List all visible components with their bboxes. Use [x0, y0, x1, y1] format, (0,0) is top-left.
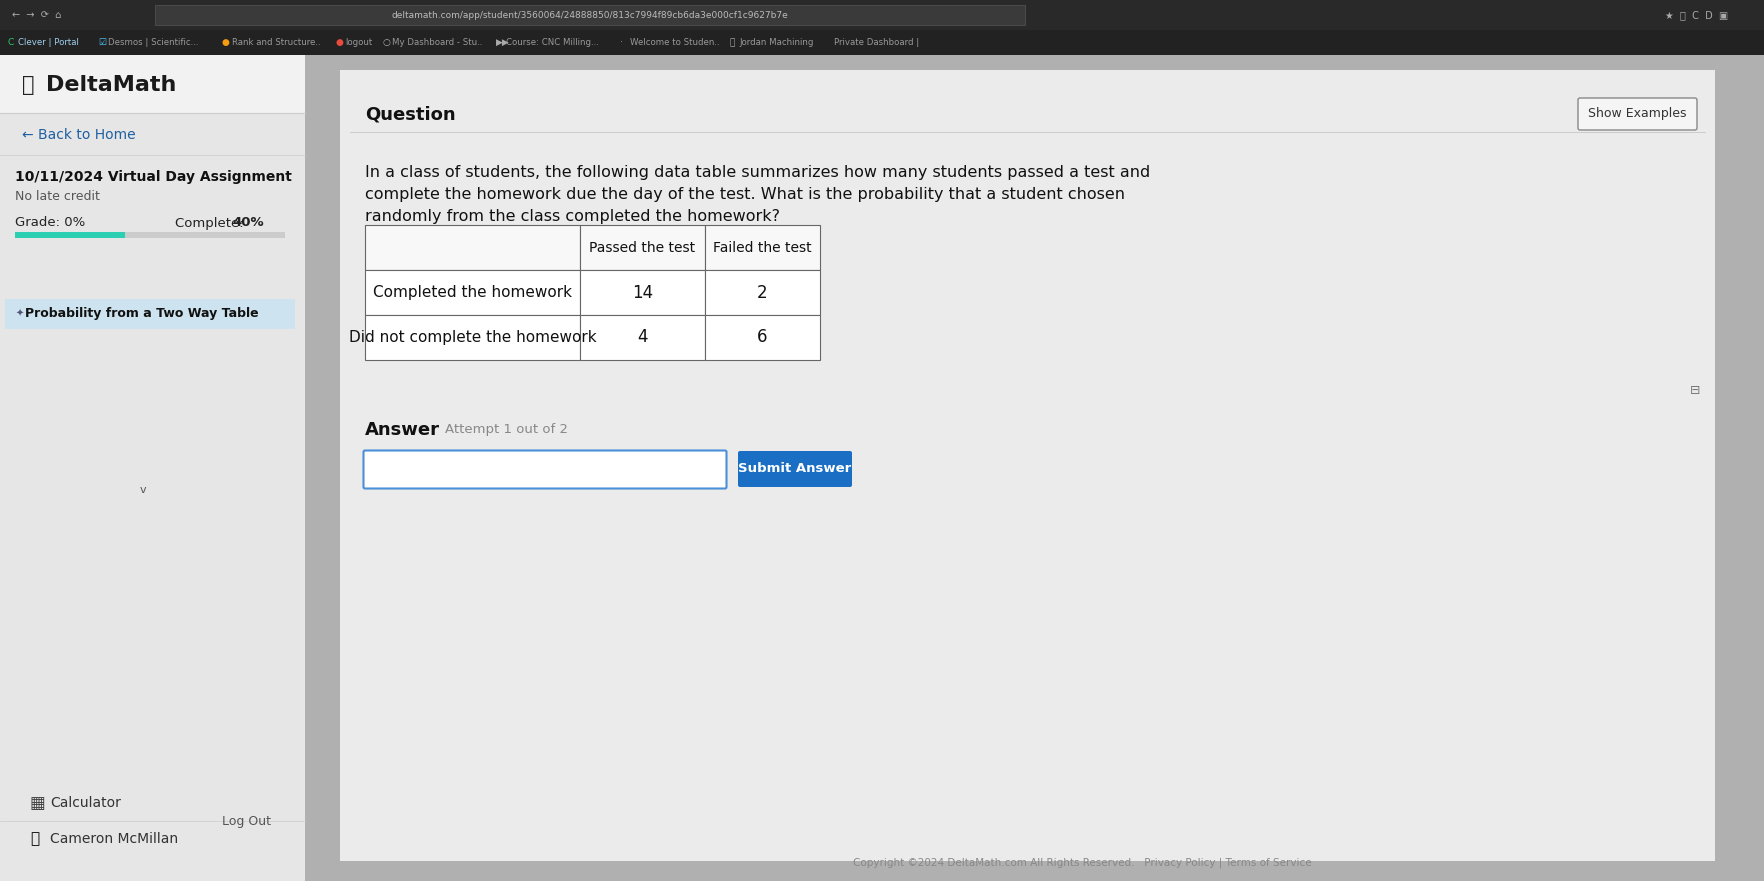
Bar: [5, 299, 295, 329]
Text: 40%: 40%: [231, 217, 263, 229]
Text: ○: ○: [383, 38, 390, 47]
Text: ☑: ☑: [99, 38, 106, 47]
Text: logout: logout: [346, 38, 372, 47]
Text: In a class of students, the following data table summarizes how many students pa: In a class of students, the following da…: [365, 165, 1150, 180]
Bar: [365, 225, 580, 270]
Text: ⊟: ⊟: [1688, 383, 1699, 396]
Text: DeltaMath: DeltaMath: [46, 75, 176, 95]
Text: 👤: 👤: [30, 832, 39, 847]
Text: complete the homework due the day of the test. What is the probability that a st: complete the homework due the day of the…: [365, 187, 1124, 202]
Text: ⬛: ⬛: [729, 38, 734, 47]
Bar: [365, 270, 580, 315]
Bar: [0, 55, 305, 881]
Text: Completed the homework: Completed the homework: [372, 285, 572, 300]
Text: ← Back to Home: ← Back to Home: [21, 128, 136, 142]
Text: Calculator: Calculator: [49, 796, 120, 810]
Text: No late credit: No late credit: [14, 190, 101, 204]
Bar: [704, 270, 820, 315]
Text: Welcome to Studen..: Welcome to Studen..: [630, 38, 720, 47]
Text: 10/11/2024 Virtual Day Assignment: 10/11/2024 Virtual Day Assignment: [14, 170, 291, 184]
Text: Grade: 0%: Grade: 0%: [14, 217, 85, 229]
Text: 14: 14: [632, 284, 653, 301]
Text: Log Out: Log Out: [222, 815, 272, 827]
Bar: [580, 225, 704, 270]
Text: ●: ●: [335, 38, 344, 47]
Text: ●: ●: [222, 38, 229, 47]
Text: Private Dashboard |: Private Dashboard |: [834, 38, 919, 47]
Text: Copyright ©2024 DeltaMath.com All Rights Reserved.   Privacy Policy | Terms of S: Copyright ©2024 DeltaMath.com All Rights…: [852, 858, 1311, 869]
Text: Complete:: Complete:: [175, 217, 247, 229]
Text: ·: ·: [619, 38, 623, 47]
Text: Passed the test: Passed the test: [589, 241, 695, 255]
Text: 2: 2: [757, 284, 767, 301]
Text: 4: 4: [637, 329, 647, 346]
Text: Course: CNC Milling...: Course: CNC Milling...: [506, 38, 600, 47]
Text: Answer: Answer: [365, 421, 439, 439]
Bar: [704, 315, 820, 360]
Text: 🎓: 🎓: [21, 75, 34, 95]
Text: ▶▶: ▶▶: [496, 38, 510, 47]
Text: Submit Answer: Submit Answer: [737, 463, 852, 476]
Text: My Dashboard - Stu..: My Dashboard - Stu..: [392, 38, 483, 47]
Text: C: C: [9, 38, 14, 47]
Bar: [0, 30, 1764, 55]
Text: Failed the test: Failed the test: [713, 241, 811, 255]
FancyBboxPatch shape: [737, 451, 852, 487]
Bar: [580, 315, 704, 360]
Text: Probability from a Two Way Table: Probability from a Two Way Table: [25, 307, 259, 321]
Bar: [0, 0, 1764, 30]
Text: Jordan Machining: Jordan Machining: [739, 38, 813, 47]
Text: 6: 6: [757, 329, 767, 346]
Text: Desmos | Scientific...: Desmos | Scientific...: [108, 38, 198, 47]
Bar: [155, 5, 1025, 25]
Text: randomly from the class completed the homework?: randomly from the class completed the ho…: [365, 209, 780, 224]
Text: Show Examples: Show Examples: [1588, 107, 1686, 121]
Bar: [14, 232, 125, 238]
Text: deltamath.com/app/student/3560064/24888850/813c7994f89cb6da3e000cf1c9627b7e: deltamath.com/app/student/3560064/248888…: [392, 11, 789, 19]
Bar: [14, 232, 284, 238]
Bar: [365, 315, 580, 360]
Bar: [704, 225, 820, 270]
Text: ✦: ✦: [16, 309, 25, 319]
FancyBboxPatch shape: [1577, 98, 1695, 130]
Bar: [340, 70, 1715, 861]
Bar: [0, 55, 305, 113]
Text: Did not complete the homework: Did not complete the homework: [349, 330, 596, 345]
Bar: [580, 270, 704, 315]
FancyBboxPatch shape: [363, 450, 727, 488]
Text: Cameron McMillan: Cameron McMillan: [49, 832, 178, 846]
Text: Rank and Structure..: Rank and Structure..: [231, 38, 319, 47]
Text: ←  →  ⟳  ⌂: ← → ⟳ ⌂: [12, 10, 62, 20]
Text: v: v: [139, 485, 146, 495]
Text: Attempt 1 out of 2: Attempt 1 out of 2: [445, 424, 568, 436]
Text: ★  ⬛  C  D  ▣: ★ ⬛ C D ▣: [1663, 10, 1727, 20]
Text: Clever | Portal: Clever | Portal: [18, 38, 79, 47]
Text: ▦: ▦: [30, 794, 46, 812]
Text: Question: Question: [365, 106, 455, 124]
